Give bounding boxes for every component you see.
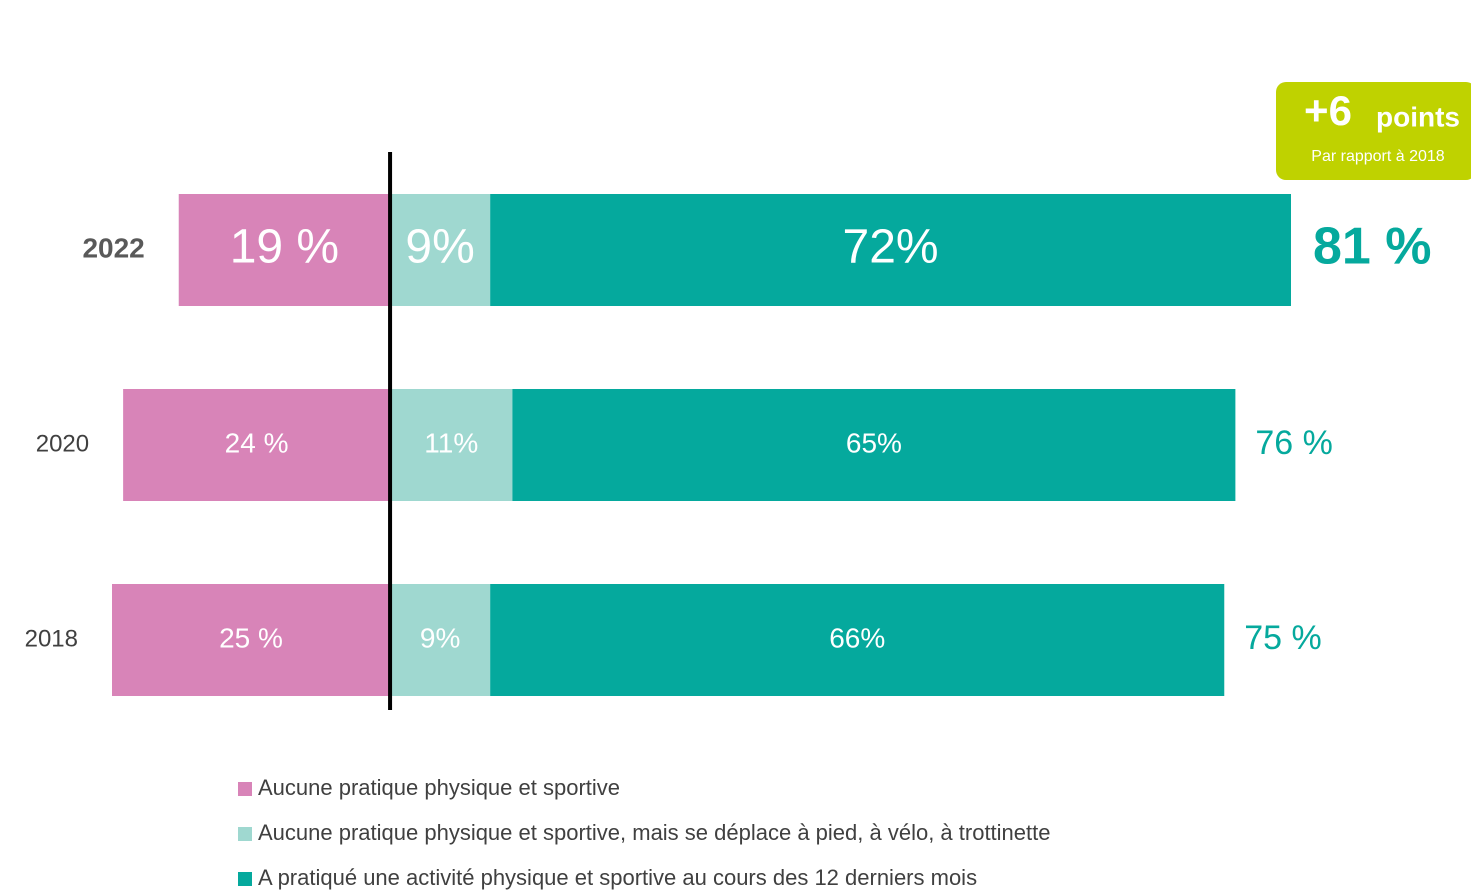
value-label: 9%: [405, 221, 474, 274]
category-label: 2020: [36, 430, 89, 457]
legend-swatch: [238, 872, 252, 886]
value-label: 9%: [420, 622, 460, 653]
legend-label: Aucune pratique physique et sportive, ma…: [258, 820, 1050, 845]
value-label: 65%: [846, 427, 902, 458]
total-label: 76 %: [1255, 424, 1333, 462]
legend-label: Aucune pratique physique et sportive: [258, 775, 620, 800]
badge: +6 points Par rapport à 2018: [1276, 82, 1471, 180]
legend-swatch: [238, 827, 252, 841]
total-label: 75 %: [1244, 619, 1322, 657]
value-label: 11%: [424, 427, 478, 458]
category-label: 2022: [82, 232, 144, 263]
legend-label: A pratiqué une activité physique et spor…: [258, 865, 977, 890]
category-label: 2018: [25, 625, 78, 652]
value-label: 25 %: [219, 622, 283, 653]
value-label: 66%: [829, 622, 885, 653]
value-label: 19 %: [230, 221, 339, 274]
legend-swatch: [238, 782, 252, 796]
badge-unit: points: [1376, 101, 1460, 132]
value-label: 72%: [843, 221, 939, 274]
badge-note: Par rapport à 2018: [1311, 148, 1445, 165]
total-label: 81 %: [1313, 218, 1432, 276]
value-label: 24 %: [225, 427, 289, 458]
chart: +6 points Par rapport à 2018 19 % 9% 72% 20…: [0, 0, 1471, 893]
badge-value: +6: [1304, 87, 1352, 134]
